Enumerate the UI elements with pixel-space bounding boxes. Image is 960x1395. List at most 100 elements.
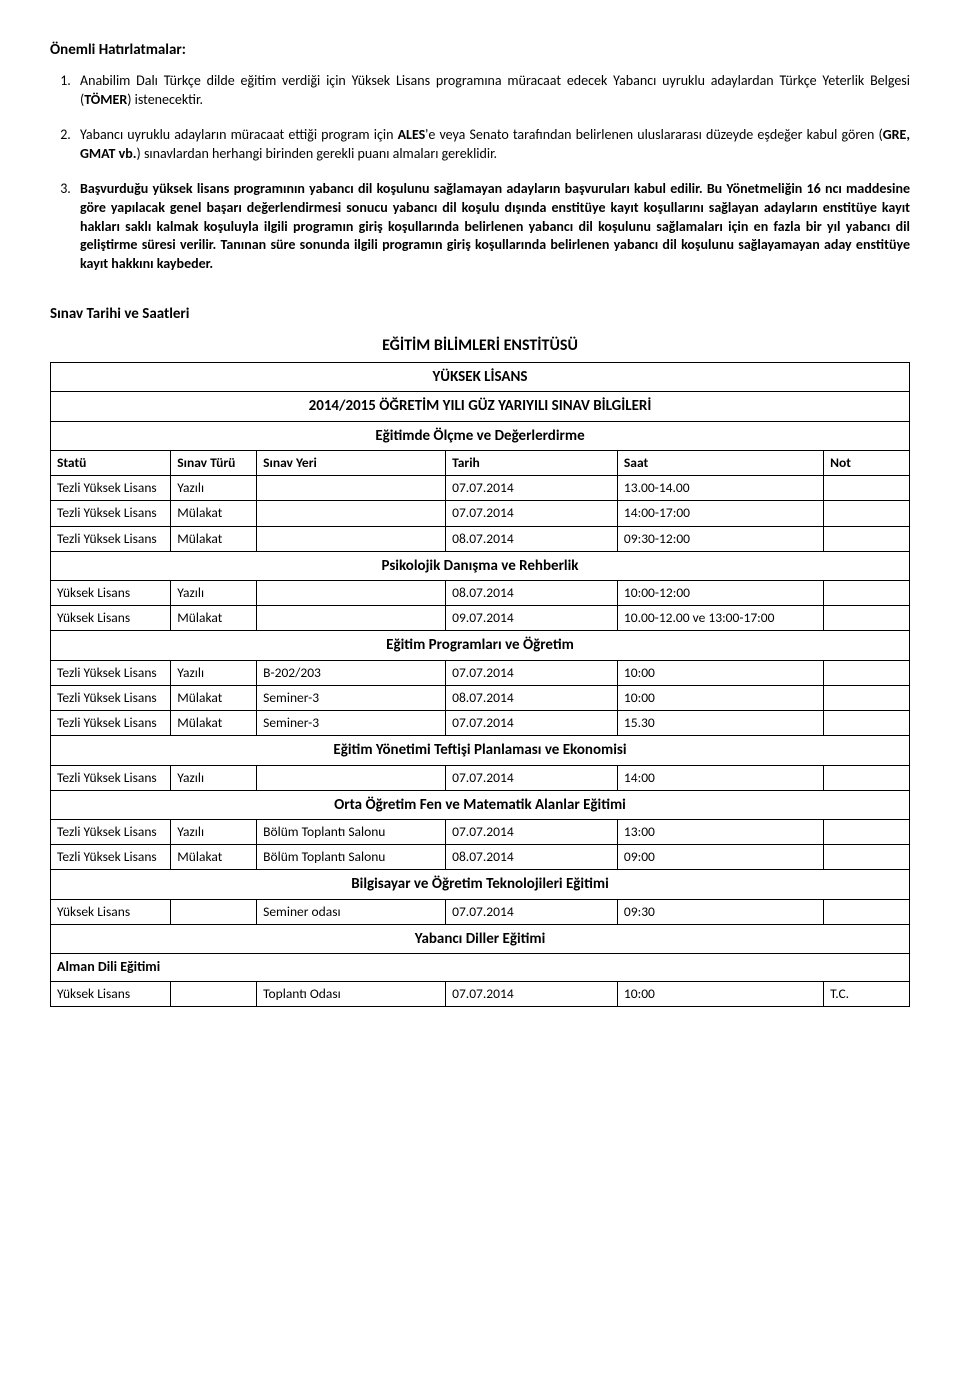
saat: 14:00-17:00	[617, 501, 823, 526]
statu: Tezli Yüksek Lisans	[51, 526, 171, 551]
not	[824, 580, 910, 605]
col-statu: Statü	[51, 450, 171, 475]
reminders-title: Önemli Hatırlatmalar:	[50, 40, 910, 60]
tarih: 08.07.2014	[446, 845, 618, 870]
exam-heading: Sınav Tarihi ve Saatleri	[50, 304, 910, 324]
turu: Yazılı	[171, 660, 257, 685]
saat: 13:00	[617, 820, 823, 845]
year-info: 2014/2015 ÖĞRETİM YILI GÜZ YARIYILI SINA…	[51, 392, 910, 421]
yeri	[257, 765, 446, 790]
statu: Yüksek Lisans	[51, 982, 171, 1007]
yeri: Bölüm Toplantı Salonu	[257, 820, 446, 845]
col-tarih: Tarih	[446, 450, 618, 475]
yeri: B-202/203	[257, 660, 446, 685]
col-yeri: Sınav Yeri	[257, 450, 446, 475]
turu: Mülakat	[171, 845, 257, 870]
turu	[171, 982, 257, 1007]
not	[824, 899, 910, 924]
statu: Tezli Yüksek Lisans	[51, 501, 171, 526]
col-not: Not	[824, 450, 910, 475]
tarih: 07.07.2014	[446, 501, 618, 526]
statu: Tezli Yüksek Lisans	[51, 845, 171, 870]
saat: 10:00	[617, 660, 823, 685]
not	[824, 606, 910, 631]
statu: Tezli Yüksek Lisans	[51, 476, 171, 501]
reminder-item: Başvurduğu yüksek lisans programının yab…	[74, 180, 910, 274]
not	[824, 765, 910, 790]
not	[824, 526, 910, 551]
saat: 10:00-12:00	[617, 580, 823, 605]
yeri: Bölüm Toplantı Salonu	[257, 845, 446, 870]
saat: 10.00-12.00 ve 13:00-17:00	[617, 606, 823, 631]
not	[824, 711, 910, 736]
not	[824, 501, 910, 526]
institute-name: EĞİTİM BİLİMLERİ ENSTİTÜSÜ	[50, 335, 910, 357]
col-saat: Saat	[617, 450, 823, 475]
tarih: 09.07.2014	[446, 606, 618, 631]
yeri	[257, 501, 446, 526]
yeri: Seminer odası	[257, 899, 446, 924]
exam-table: YÜKSEK LİSANS2014/2015 ÖĞRETİM YILI GÜZ …	[50, 362, 910, 1007]
statu: Yüksek Lisans	[51, 580, 171, 605]
section-title: Eğitim Programları ve Öğretim	[51, 631, 910, 660]
tarih: 08.07.2014	[446, 685, 618, 710]
not	[824, 476, 910, 501]
saat: 15.30	[617, 711, 823, 736]
tarih: 07.07.2014	[446, 982, 618, 1007]
program-level: YÜKSEK LİSANS	[51, 363, 910, 392]
statu: Tezli Yüksek Lisans	[51, 685, 171, 710]
turu: Mülakat	[171, 685, 257, 710]
saat: 09:00	[617, 845, 823, 870]
section-title: Orta Öğretim Fen ve Matematik Alanlar Eğ…	[51, 790, 910, 819]
turu: Mülakat	[171, 711, 257, 736]
tarih: 08.07.2014	[446, 526, 618, 551]
yeri	[257, 606, 446, 631]
not	[824, 845, 910, 870]
saat: 13.00-14.00	[617, 476, 823, 501]
turu: Mülakat	[171, 501, 257, 526]
turu: Yazılı	[171, 765, 257, 790]
yeri	[257, 580, 446, 605]
saat: 10:00	[617, 685, 823, 710]
yeri	[257, 476, 446, 501]
turu: Mülakat	[171, 606, 257, 631]
not: T.C.	[824, 982, 910, 1007]
tarih: 07.07.2014	[446, 820, 618, 845]
tarih: 07.07.2014	[446, 476, 618, 501]
saat: 09:30	[617, 899, 823, 924]
section-title: Psikolojik Danışma ve Rehberlik	[51, 551, 910, 580]
section-title: Eğitimde Ölçme ve Değerlerdirme	[51, 421, 910, 450]
not	[824, 820, 910, 845]
not	[824, 660, 910, 685]
reminder-item: Anabilim Dalı Türkçe dilde eğitim verdiğ…	[74, 72, 910, 110]
yeri: Seminer-3	[257, 685, 446, 710]
tarih: 08.07.2014	[446, 580, 618, 605]
subprogram: Alman Dili Eğitimi	[51, 954, 910, 982]
statu: Tezli Yüksek Lisans	[51, 765, 171, 790]
section-title: Eğitim Yönetimi Teftişi Planlaması ve Ek…	[51, 736, 910, 765]
turu: Yazılı	[171, 476, 257, 501]
col-turu: Sınav Türü	[171, 450, 257, 475]
turu	[171, 899, 257, 924]
tarih: 07.07.2014	[446, 765, 618, 790]
turu: Yazılı	[171, 580, 257, 605]
statu: Tezli Yüksek Lisans	[51, 711, 171, 736]
statu: Yüksek Lisans	[51, 606, 171, 631]
reminders-list: Anabilim Dalı Türkçe dilde eğitim verdiğ…	[50, 72, 910, 274]
turu: Yazılı	[171, 820, 257, 845]
yeri: Toplantı Odası	[257, 982, 446, 1007]
statu: Yüksek Lisans	[51, 899, 171, 924]
yeri	[257, 526, 446, 551]
section-title: Bilgisayar ve Öğretim Teknolojileri Eğit…	[51, 870, 910, 899]
section-title: Yabancı Diller Eğitimi	[51, 924, 910, 953]
yeri: Seminer-3	[257, 711, 446, 736]
statu: Tezli Yüksek Lisans	[51, 660, 171, 685]
tarih: 07.07.2014	[446, 711, 618, 736]
statu: Tezli Yüksek Lisans	[51, 820, 171, 845]
not	[824, 685, 910, 710]
saat: 09:30-12:00	[617, 526, 823, 551]
saat: 14:00	[617, 765, 823, 790]
saat: 10:00	[617, 982, 823, 1007]
tarih: 07.07.2014	[446, 899, 618, 924]
tarih: 07.07.2014	[446, 660, 618, 685]
